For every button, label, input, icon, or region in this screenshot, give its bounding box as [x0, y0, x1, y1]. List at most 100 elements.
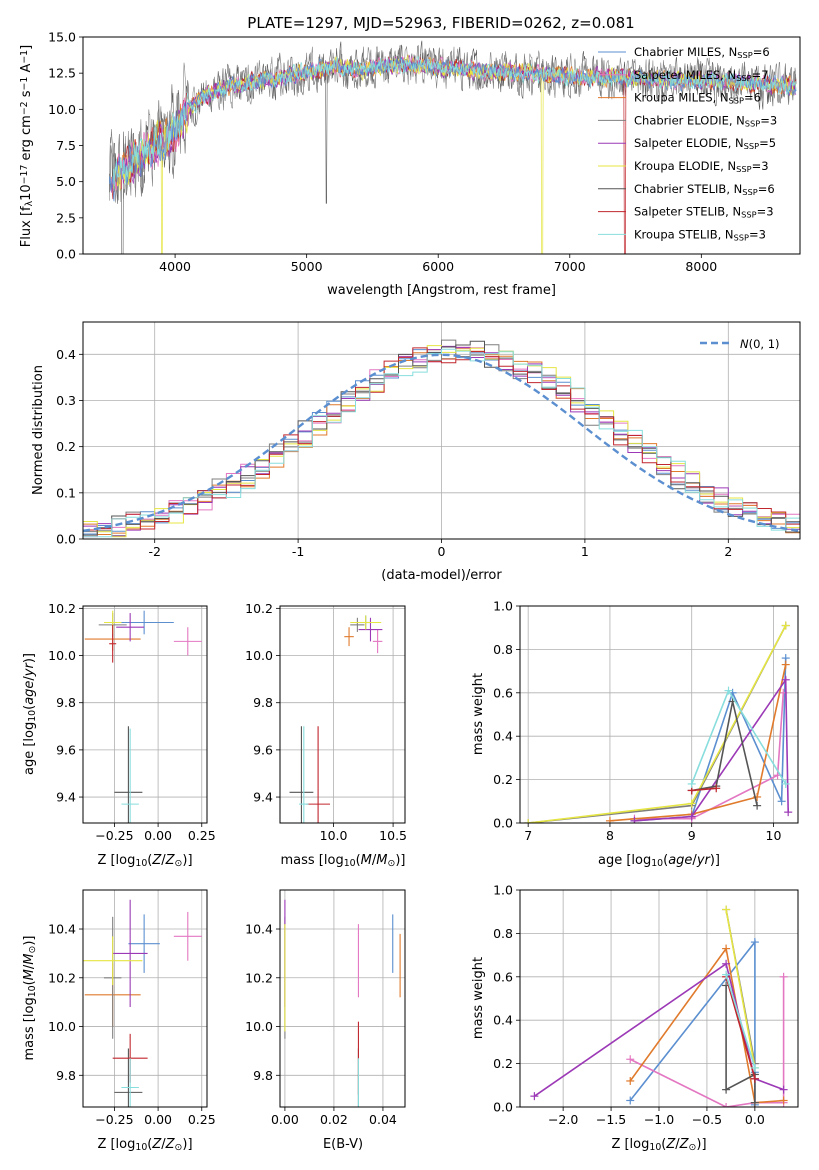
y-tick-label: 9.8: [253, 695, 273, 710]
axes-frame: [82, 36, 801, 255]
x-axis-label: E(B-V): [323, 1137, 363, 1152]
series-line: [725, 909, 756, 1069]
y-tick-label: 0.1: [56, 485, 76, 500]
series-marker: [530, 1092, 539, 1101]
axes-frame: [82, 605, 208, 824]
y-tick-label: 0.8: [493, 926, 513, 941]
hist-series-7: [83, 347, 800, 531]
series-marker: [712, 784, 721, 793]
x-axis-label: Z [log10(Z/Z⊙)]: [97, 1137, 192, 1153]
x-tick-label: 0.02: [320, 1112, 348, 1127]
series-marker: [722, 1103, 731, 1107]
series-marker: [687, 799, 696, 808]
point-3: [350, 617, 365, 632]
point-8: [121, 728, 139, 823]
series-marker: [626, 1096, 635, 1105]
series-marker: [687, 812, 696, 821]
y-tick-label: 7.5: [56, 138, 76, 153]
point-6: [289, 726, 314, 823]
x-tick-label: -1: [292, 544, 304, 559]
series-marker: [722, 970, 731, 979]
series-marker: [750, 1074, 759, 1083]
y-tick-label: 9.8: [56, 695, 76, 710]
series-marker: [779, 1096, 788, 1105]
y-tick-label: 0.6: [493, 969, 513, 984]
legend-label-2: Kroupa MILES, NSSP=6: [634, 91, 761, 106]
x-tick-label: 0: [438, 544, 446, 559]
series-marker: [750, 1063, 759, 1072]
y-axis-label: Normed distribution: [31, 365, 46, 495]
y-tick-label: 10.4: [245, 922, 273, 937]
x-tick-label: 2: [724, 544, 732, 559]
y-tick-label: 9.6: [253, 742, 273, 757]
y-axis-label: age [log10(age/yr)]: [22, 653, 38, 775]
spectrum-line-8: [112, 56, 797, 186]
panel-mass-vs-Z: −0.25 0.00 0.25 9.8 10.0 10.2 10.4 Z [log10(Z/Z…: [22, 889, 216, 1153]
y-tick-label: 9.4: [253, 790, 273, 805]
y-tick-label: 0.0: [56, 532, 76, 547]
point-5: [350, 615, 382, 630]
x-tick-label: 6000: [422, 259, 454, 274]
series-marker: [784, 808, 793, 817]
point-4: [112, 899, 148, 1008]
panel-spectrum: 4000 5000 6000 7000 8000 0.0 2.5 5.0 7.5 10.0 12.5…: [19, 30, 801, 298]
series-7: [687, 784, 721, 795]
y-tick-label: 10.0: [48, 102, 76, 117]
series-marker: [781, 675, 790, 684]
series-line: [609, 664, 787, 822]
series-marker: [687, 779, 696, 788]
point-5: [83, 936, 143, 986]
series-4: [630, 675, 793, 823]
series-line: [634, 677, 789, 822]
x-tick-label: 7: [524, 828, 532, 843]
point-1: [173, 627, 202, 656]
series-marker: [626, 1076, 635, 1085]
series-line: [691, 701, 758, 806]
x-tick-label: 0.00: [144, 828, 172, 843]
x-tick-label: 8: [606, 828, 614, 843]
y-tick-label: 0.0: [493, 1100, 513, 1115]
y-tick-label: 10.2: [245, 970, 273, 985]
y-tick-label: 10.4: [48, 922, 76, 937]
series-8: [722, 970, 759, 1072]
series-marker: [753, 801, 762, 810]
x-tick-label: 0.04: [369, 1112, 397, 1127]
series-marker: [724, 686, 733, 695]
y-tick-label: 12.5: [48, 66, 76, 81]
x-tick-label: 0.25: [188, 828, 216, 843]
axes-frame: [82, 321, 801, 540]
x-tick-label: −0.25: [95, 1112, 133, 1127]
y-tick-label: 15.0: [48, 30, 76, 45]
y-tick-label: 0.2: [56, 439, 76, 454]
y-axis-label: mass [log10(M/M⊙)]: [22, 936, 38, 1061]
x-tick-label: 10: [766, 828, 782, 843]
x-axis-label: wavelength [Angstrom, rest frame]: [327, 283, 556, 298]
y-tick-label: 0.4: [493, 729, 513, 744]
x-tick-label: 8000: [685, 259, 717, 274]
x-tick-label: 0.25: [188, 1112, 216, 1127]
plot-area: [524, 621, 793, 823]
plot-area: [284, 899, 401, 1107]
y-axis-label: mass weight: [471, 957, 486, 1039]
y-tick-label: 0.0: [493, 816, 513, 831]
y-tick-label: 10.2: [48, 601, 76, 616]
x-tick-label: −2.0: [548, 1112, 578, 1127]
point-0: [128, 914, 160, 973]
x-tick-label: 0.00: [271, 1112, 299, 1127]
y-tick-label: 10.2: [48, 970, 76, 985]
y-tick-label: 9.8: [253, 1068, 273, 1083]
y-tick-label: 5.0: [56, 174, 76, 189]
x-axis-label: Z [log10(Z/Z⊙)]: [611, 1137, 706, 1153]
x-tick-label: 10.5: [379, 828, 407, 843]
panel-residuals: -2 -1 0 1 2 0.0 0.1 0.2 0.3 0.4 (data-model)/error…: [31, 321, 801, 583]
x-axis-label: Z [log10(Z/Z⊙)]: [97, 853, 192, 869]
axes-frame: [279, 889, 406, 1108]
point-0: [114, 610, 174, 635]
point-4: [358, 617, 383, 642]
legend-label-6: Chabrier STELIB, NSSP=6: [634, 182, 775, 197]
series-6: [722, 981, 759, 1107]
legend-label-8: Kroupa STELIB, NSSP=3: [634, 227, 766, 242]
legend-label-4: Salpeter ELODIE, NSSP=5: [634, 136, 776, 151]
point-4: [116, 613, 145, 642]
series-marker: [524, 819, 533, 823]
